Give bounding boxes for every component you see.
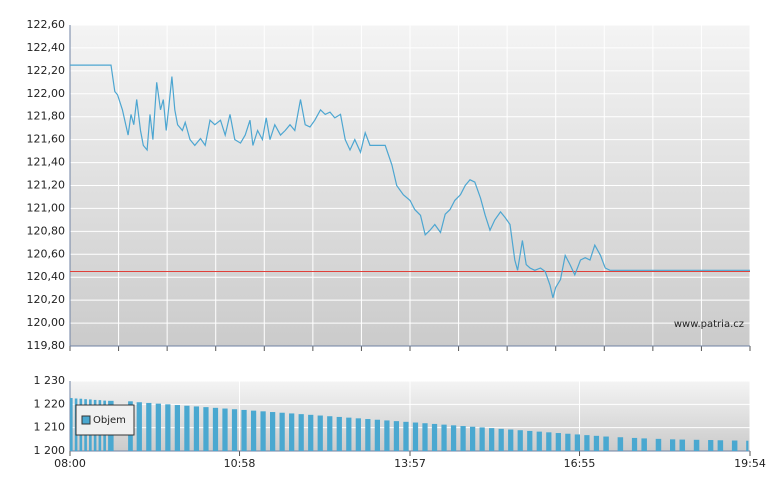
volume-bar: [212, 407, 219, 451]
volume-bar: [584, 435, 590, 451]
y-tick-label: 1 230: [34, 374, 66, 387]
volume-bar: [374, 419, 380, 451]
volume-bar: [603, 436, 609, 451]
volume-bar: [270, 412, 276, 451]
volume-bar: [250, 410, 257, 451]
volume-bar: [489, 428, 495, 451]
volume-bar: [670, 439, 676, 451]
volume-bar: [384, 420, 390, 451]
volume-bar: [546, 432, 552, 451]
volume-bar: [460, 426, 466, 451]
volume-bar: [508, 429, 514, 451]
volume-bar: [731, 440, 738, 451]
y-tick-label: 122,20: [27, 64, 66, 77]
volume-bar: [165, 404, 171, 451]
volume-bar: [517, 430, 523, 451]
price-line: [70, 64, 750, 298]
volume-bar: [308, 414, 314, 451]
volume-bar: [279, 412, 285, 451]
volume-bar: [203, 407, 209, 451]
volume-bar: [298, 414, 304, 451]
volume-bar: [617, 437, 624, 451]
volume-bar: [241, 409, 247, 451]
y-tick-label: 1 200: [34, 444, 66, 457]
x-tick-label: 10:58: [224, 457, 256, 470]
volume-bar: [222, 408, 228, 451]
volume-bar: [479, 427, 485, 451]
volume-bar: [289, 413, 295, 451]
volume-bar: [260, 411, 266, 451]
y-tick-label: 122,60: [27, 18, 66, 31]
x-tick-label: 19:54: [734, 457, 766, 470]
volume-bar: [70, 398, 73, 451]
volume-bar: [393, 421, 400, 451]
volume-bar: [422, 423, 428, 451]
volume-bar: [346, 417, 352, 451]
volume-bar: [450, 425, 457, 451]
volume-bar: [655, 438, 662, 451]
volume-bar: [593, 435, 600, 451]
legend-swatch: [81, 415, 91, 425]
volume-bar: [327, 416, 333, 451]
y-tick-label: 120,80: [27, 224, 66, 237]
x-tick-label: 16:55: [564, 457, 596, 470]
y-tick-label: 121,60: [27, 133, 66, 146]
y-tick-label: 121,80: [27, 110, 66, 123]
volume-bar: [412, 422, 419, 451]
legend-label: Objem: [93, 415, 126, 426]
volume-bar: [193, 406, 200, 451]
volume-bar: [317, 415, 323, 451]
y-tick-label: 120,20: [27, 293, 66, 306]
legend: Objem: [75, 404, 135, 436]
y-tick-label: 121,40: [27, 156, 66, 169]
volume-bar: [708, 440, 714, 451]
y-tick-label: 120,00: [27, 316, 66, 329]
volume-bar: [355, 418, 361, 451]
y-tick-label: 122,40: [27, 41, 66, 54]
volume-bar: [155, 403, 161, 451]
y-tick-label: 121,20: [27, 179, 66, 192]
y-tick-label: 119,80: [27, 339, 66, 352]
volume-bar: [336, 416, 342, 451]
volume-bar: [136, 402, 142, 451]
volume-bar: [431, 423, 438, 451]
x-tick-label: 08:00: [54, 457, 86, 470]
y-tick-label: 121,00: [27, 201, 66, 214]
y-tick-label: 122,00: [27, 87, 66, 100]
y-tick-label: 1 220: [34, 397, 66, 410]
volume-bar: [146, 402, 152, 451]
y-tick-label: 120,40: [27, 270, 66, 283]
volume-bar: [365, 419, 371, 451]
volume-bar: [441, 424, 447, 451]
volume-bar: [498, 428, 504, 451]
volume-bar: [527, 430, 533, 451]
volume-bar: [174, 405, 180, 451]
volume-bar: [536, 431, 542, 451]
volume-bar: [555, 433, 561, 451]
volume-bar: [679, 439, 686, 451]
volume-bar: [631, 437, 638, 451]
volume-bar: [693, 439, 700, 451]
volume-bar: [717, 440, 724, 451]
volume-bar: [231, 409, 238, 451]
volume-bar: [403, 421, 409, 451]
x-tick-label: 13:57: [394, 457, 426, 470]
y-tick-label: 1 210: [34, 421, 66, 434]
y-tick-label: 120,60: [27, 247, 66, 260]
watermark: www.patria.cz: [674, 319, 744, 330]
volume-bar: [184, 405, 190, 451]
volume-bar: [641, 438, 647, 451]
volume-bar: [574, 434, 580, 451]
volume-bar: [565, 433, 571, 451]
volume-bar: [746, 440, 749, 451]
volume-bar: [470, 426, 476, 451]
